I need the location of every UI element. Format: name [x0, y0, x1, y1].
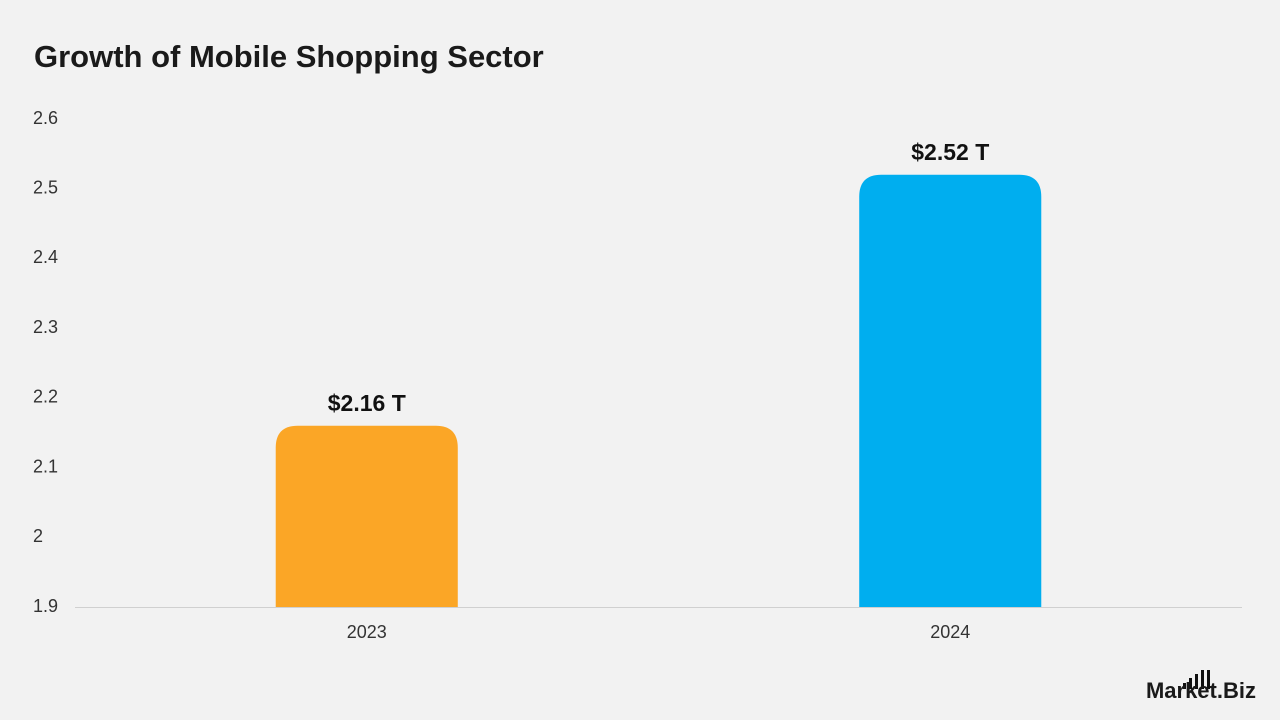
brand-icon-bar	[1207, 670, 1210, 689]
brand-icon-bar	[1201, 670, 1204, 689]
brand-icon-bar	[1189, 678, 1192, 689]
chart-title: Growth of Mobile Shopping Sector	[34, 39, 544, 74]
brand-icon-bar	[1195, 674, 1198, 689]
x-tick-label: 2024	[930, 622, 970, 642]
y-tick-label: 2.6	[33, 108, 58, 128]
y-tick-label: 2	[33, 526, 43, 546]
y-tick-label: 1.9	[33, 596, 58, 616]
bar	[275, 425, 458, 607]
value-label: $2.52 T	[911, 139, 989, 165]
y-tick-label: 2.4	[33, 247, 58, 267]
brand-logo: Market.Biz	[1146, 678, 1256, 703]
y-tick-label: 2.2	[33, 387, 58, 407]
y-tick-label: 2.3	[33, 317, 58, 337]
brand-icon-bar	[1183, 683, 1186, 689]
brand-icon	[1183, 670, 1210, 689]
value-label: $2.16 T	[328, 390, 406, 416]
x-tick-label: 2023	[347, 622, 387, 642]
y-tick-label: 2.1	[33, 456, 58, 476]
bar	[859, 174, 1042, 607]
y-tick-label: 2.5	[33, 177, 58, 197]
